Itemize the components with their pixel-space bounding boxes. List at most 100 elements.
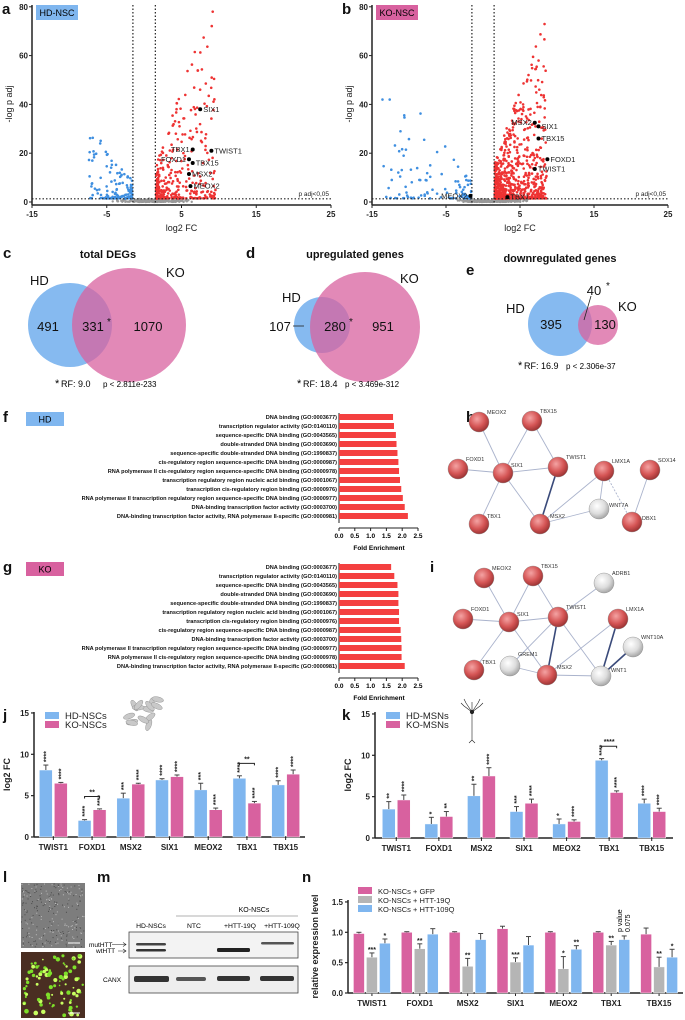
point-ns <box>145 200 148 204</box>
go-term-bar <box>339 618 400 624</box>
point-up <box>204 132 208 136</box>
brightfield-texture <box>63 932 65 934</box>
go-term-label: RNA polymerase II cis-regulatory region … <box>108 655 337 661</box>
point-down <box>91 159 94 162</box>
point-up <box>539 33 542 36</box>
venn-circle-hd <box>528 292 592 356</box>
point-up <box>509 186 512 190</box>
network-edge <box>546 618 619 676</box>
point-down <box>96 192 100 195</box>
panel-label-j: j <box>2 707 7 724</box>
point-down <box>114 163 118 167</box>
brightfield-texture <box>60 935 62 937</box>
bar-ko-nscs-htt-19q <box>557 968 570 994</box>
point-down <box>409 168 413 171</box>
cell-shape <box>125 719 138 726</box>
network-edge <box>539 470 605 525</box>
network-node-label: ADRB1 <box>612 571 630 577</box>
gfp-cell <box>69 1011 74 1017</box>
go-term-label: DNA-binding transcription factor activit… <box>192 505 338 511</box>
go-enrichment-chart-g: KO DNA binding (GO:0003677) transcription … <box>26 562 423 702</box>
bar-ko-nscs-htt-109q <box>666 956 678 994</box>
point-up <box>543 179 547 183</box>
brightfield-texture <box>60 937 62 939</box>
brightfield-texture <box>49 897 51 899</box>
brightfield-texture <box>51 923 53 925</box>
gfp-cell <box>37 976 41 980</box>
count-hd-only: 395 <box>540 317 562 332</box>
brightfield-texture <box>55 887 57 889</box>
point-up <box>515 148 519 152</box>
bar-ko-nscs <box>131 783 146 838</box>
point-up <box>168 149 172 152</box>
point-down <box>398 193 401 196</box>
brightfield-texture <box>38 914 40 916</box>
count-ko-only: 1070 <box>134 319 163 334</box>
point-ns <box>190 200 193 204</box>
point-down <box>435 192 439 195</box>
point-up <box>167 165 170 169</box>
brightfield-texture <box>65 891 67 893</box>
significance-stars: *** <box>198 772 205 780</box>
legend-swatch <box>386 721 400 728</box>
bar-hd-msns <box>424 823 439 839</box>
protein-band <box>136 943 166 946</box>
network-node-twist1 <box>547 606 569 628</box>
point-up <box>506 165 509 169</box>
highlighted-gene-point <box>505 195 510 200</box>
point-up <box>513 104 516 108</box>
brightfield-texture <box>40 901 42 903</box>
point-up <box>160 150 164 153</box>
y-tick-label: 0.0 <box>332 989 344 998</box>
point-ns <box>124 200 127 204</box>
bar-ko-nscs-htt-19q <box>461 966 474 994</box>
point-up <box>190 189 194 193</box>
point-up <box>496 181 499 185</box>
y-tick-label: 60 <box>19 52 28 61</box>
network-node-six1 <box>498 611 520 633</box>
point-down <box>90 185 93 188</box>
point-down <box>106 194 110 198</box>
brightfield-texture <box>52 937 54 939</box>
point-up <box>158 154 161 157</box>
point-up <box>183 154 187 158</box>
point-up <box>497 177 500 181</box>
point-ns <box>505 199 508 203</box>
point-down <box>95 188 99 192</box>
point-up <box>212 191 216 195</box>
point-up <box>513 189 516 192</box>
gene-label: TBX15 <box>542 134 565 143</box>
point-up <box>543 38 546 41</box>
go-term-label: transcription cis-regulatory region bind… <box>186 487 337 493</box>
bar-ko-nscs-htt-109q <box>570 949 583 994</box>
point-up <box>534 194 537 198</box>
gfp-cell <box>63 974 68 980</box>
gene-label: TBX1 <box>171 145 190 154</box>
point-up <box>179 107 182 110</box>
point-down <box>99 196 102 200</box>
brightfield-texture <box>23 894 25 896</box>
point-up <box>210 76 213 79</box>
y-tick-label: 0 <box>24 198 29 207</box>
bar-ko-nscs <box>208 809 223 838</box>
volcano-plot-b: -15 -5 5 15 25 0 20 40 60 80 log2 FC -log p adj p ad… <box>344 3 673 233</box>
brightfield-texture <box>52 921 54 923</box>
gfp-cell <box>77 960 81 964</box>
point-up <box>194 181 198 185</box>
point-up <box>516 157 519 161</box>
brightfield-texture <box>75 924 77 926</box>
bar-ko-nscs <box>247 802 262 838</box>
brightfield-texture <box>22 927 24 929</box>
bar-hd-msns <box>382 808 396 839</box>
brightfield-texture <box>81 932 83 934</box>
point-up <box>530 181 534 184</box>
brightfield-texture <box>34 946 36 948</box>
highlighted-gene-point <box>532 120 537 125</box>
point-up <box>517 93 520 97</box>
legend-swatch <box>45 712 59 719</box>
set-label-ko: KO <box>618 299 637 314</box>
point-up <box>212 184 215 188</box>
brightfield-texture <box>72 929 74 931</box>
go-term-label: sequence-specific DNA binding (GO:004356… <box>216 433 337 439</box>
brightfield-texture <box>57 903 59 905</box>
